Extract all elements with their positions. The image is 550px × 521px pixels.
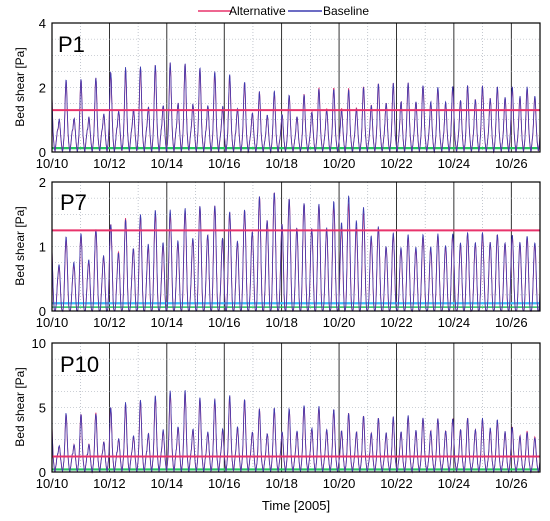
x-tick-label: 10/18 <box>265 476 298 491</box>
legend-alternative-label: Alternative <box>229 4 286 18</box>
x-ticks: 10/10 10/12 10/14 10/16 10/18 10/20 10/22 10/24… <box>36 476 528 491</box>
x-tick-label: 10/26 <box>495 315 528 330</box>
y-ticks: 0 5 10 <box>32 336 46 480</box>
series-baseline-line <box>51 390 541 474</box>
plot-frame <box>51 342 541 473</box>
x-tick-label: 10/22 <box>380 156 413 171</box>
y-tick-label: 0 <box>39 145 46 160</box>
x-tick-label: 10/18 <box>265 156 298 171</box>
series-group <box>51 192 541 313</box>
series-group <box>51 62 541 154</box>
x-tick-label: 10/22 <box>380 476 413 491</box>
y-ticks: 0 2 4 <box>39 16 46 160</box>
x-tick-label: 10/16 <box>208 156 241 171</box>
panel-label: P1 <box>58 32 85 57</box>
x-tick-label: 10/14 <box>151 156 184 171</box>
x-tick-label: 10/10 <box>36 476 69 491</box>
y-tick-label: 2 <box>39 175 46 190</box>
plot-frame <box>51 22 541 153</box>
x-tick-label: 10/20 <box>323 315 356 330</box>
legend: Alternative Baseline <box>198 4 369 18</box>
panel-label: P10 <box>60 352 99 377</box>
x-tick-label: 10/24 <box>438 476 471 491</box>
x-tick-label: 10/22 <box>380 315 413 330</box>
y-ticks: 0 1 2 <box>39 175 46 319</box>
x-tick-label: 10/16 <box>208 315 241 330</box>
series-group <box>51 390 541 474</box>
x-tick-label: 10/20 <box>323 476 356 491</box>
y-tick-label: 1 <box>39 240 46 255</box>
x-tick-label: 10/12 <box>93 156 126 171</box>
x-axis-label: Time [2005] <box>262 498 330 513</box>
panel-p1: P1 Bed shear [Pa] 024 10/10 10/12 10/14 10/… <box>13 16 541 171</box>
x-tick-label: 10/16 <box>208 476 241 491</box>
x-tick-label: 10/12 <box>93 315 126 330</box>
x-tick-label: 10/18 <box>265 315 298 330</box>
legend-baseline-label: Baseline <box>323 4 369 18</box>
series-baseline-line <box>51 192 541 313</box>
x-tick-label: 10/20 <box>323 156 356 171</box>
x-tick-label: 10/14 <box>151 315 184 330</box>
x-tick-label: 10/26 <box>495 476 528 491</box>
panel-label: P7 <box>60 190 87 215</box>
x-ticks: 10/10 10/12 10/14 10/16 10/18 10/20 10/22 10/24… <box>36 315 528 330</box>
x-tick-label: 10/10 <box>36 315 69 330</box>
x-tick-label: 10/10 <box>36 156 69 171</box>
y-axis-label: Bed shear [Pa] <box>13 47 27 126</box>
y-tick-label: 10 <box>32 336 46 351</box>
panel-p7: P7 Bed shear [Pa] 012 10/10 10/12 10/14 10/… <box>13 175 541 330</box>
x-tick-label: 10/26 <box>495 156 528 171</box>
x-tick-label: 10/24 <box>438 156 471 171</box>
plot-frame <box>51 181 541 312</box>
y-tick-label: 4 <box>39 16 46 31</box>
y-tick-label: 5 <box>39 401 46 416</box>
x-tick-label: 10/24 <box>438 315 471 330</box>
x-tick-label: 10/12 <box>93 476 126 491</box>
y-axis-label: Bed shear [Pa] <box>13 206 27 285</box>
y-axis-label: Bed shear [Pa] <box>13 367 27 446</box>
x-tick-label: 10/14 <box>151 476 184 491</box>
y-tick-label: 2 <box>39 81 46 96</box>
y-tick-label: 0 <box>39 465 46 480</box>
y-tick-label: 0 <box>39 304 46 319</box>
x-ticks: 10/10 10/12 10/14 10/16 10/18 10/20 10/22 10/24… <box>36 156 528 171</box>
